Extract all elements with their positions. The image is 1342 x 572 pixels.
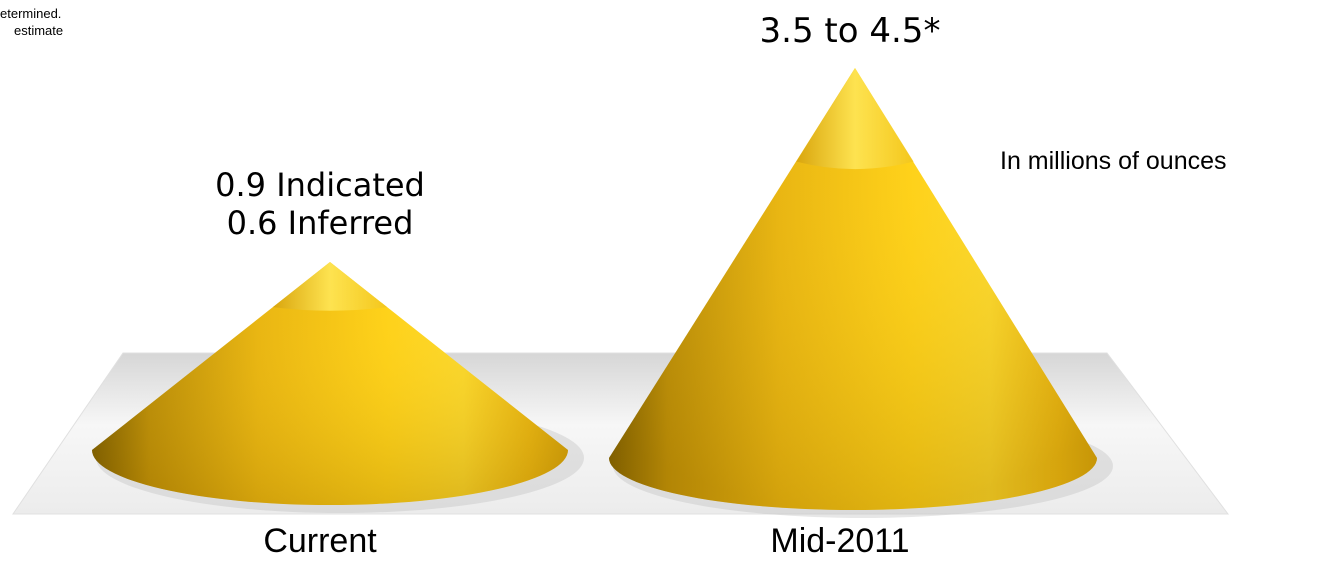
mid-2011-value-label: 3.5 to 4.5* — [700, 12, 1000, 50]
current-value-label: 0.9 Indicated 0.6 Inferred — [180, 166, 460, 242]
cone-current — [92, 262, 584, 513]
category-label-mid-2011: Mid-2011 — [770, 522, 910, 560]
unit-label: In millions of ounces — [1000, 147, 1227, 175]
cone-current-tip-highlight — [272, 262, 388, 311]
mid-2011-range-label: 3.5 to 4.5* — [759, 11, 941, 51]
footnote-line-1: etermined. — [0, 6, 62, 21]
category-label-current: Current — [263, 522, 377, 560]
cone-current-shading — [92, 262, 568, 505]
cone-mid-2011-shading — [609, 68, 1097, 510]
cone-mid-2011 — [609, 68, 1113, 518]
footnote-line-2: estimate — [14, 23, 64, 38]
current-inferred-label: 0.6 Inferred — [226, 204, 414, 242]
cone-mid-2011-tip-highlight — [796, 68, 914, 170]
current-indicated-label: 0.9 Indicated — [215, 166, 425, 204]
